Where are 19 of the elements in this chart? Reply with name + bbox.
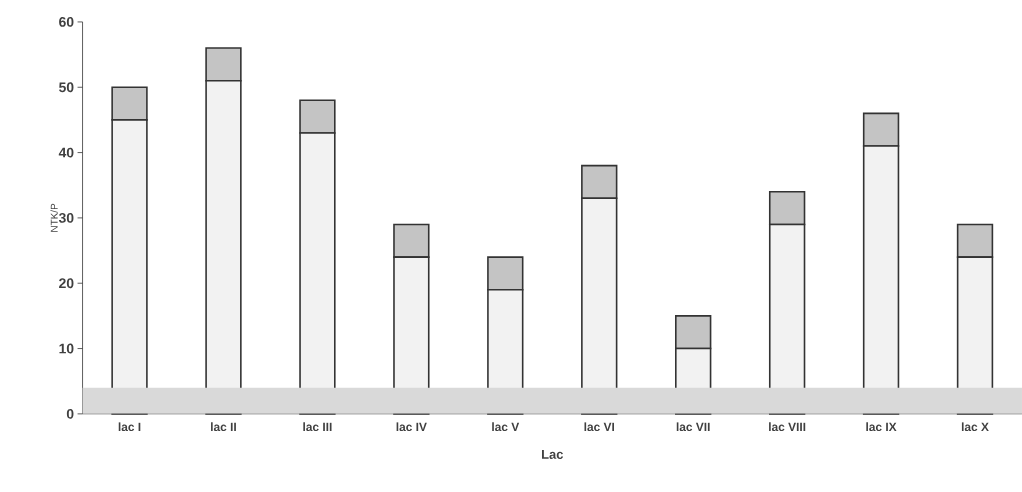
x-axis-title: Lac <box>542 450 564 460</box>
y-tick-label: 20 <box>59 278 74 289</box>
y-tick-label: 30 <box>58 213 74 224</box>
x-tick-label: lac IX <box>866 422 897 432</box>
x-tick-label: lac VI <box>584 422 615 432</box>
x-tick-label: lac III <box>303 422 332 432</box>
y-tick-label: 50 <box>59 82 74 93</box>
x-tick-label: lac VIII <box>769 422 806 432</box>
y-tick-label: 0 <box>66 409 74 419</box>
y-tick-label: 10 <box>59 343 74 354</box>
x-tick-label: lac VII <box>676 422 710 432</box>
x-tick-label: lac IV <box>396 422 427 432</box>
x-tick-label: lac II <box>211 422 236 432</box>
x-tick-label: lac V <box>492 422 520 432</box>
y-tick-label: 60 <box>59 17 74 28</box>
y-tick-label: 40 <box>58 147 74 158</box>
x-tick-label: lac X <box>961 422 989 432</box>
x-tick-label: lac I <box>118 422 141 432</box>
y-axis-title: NTK/P <box>50 203 58 232</box>
